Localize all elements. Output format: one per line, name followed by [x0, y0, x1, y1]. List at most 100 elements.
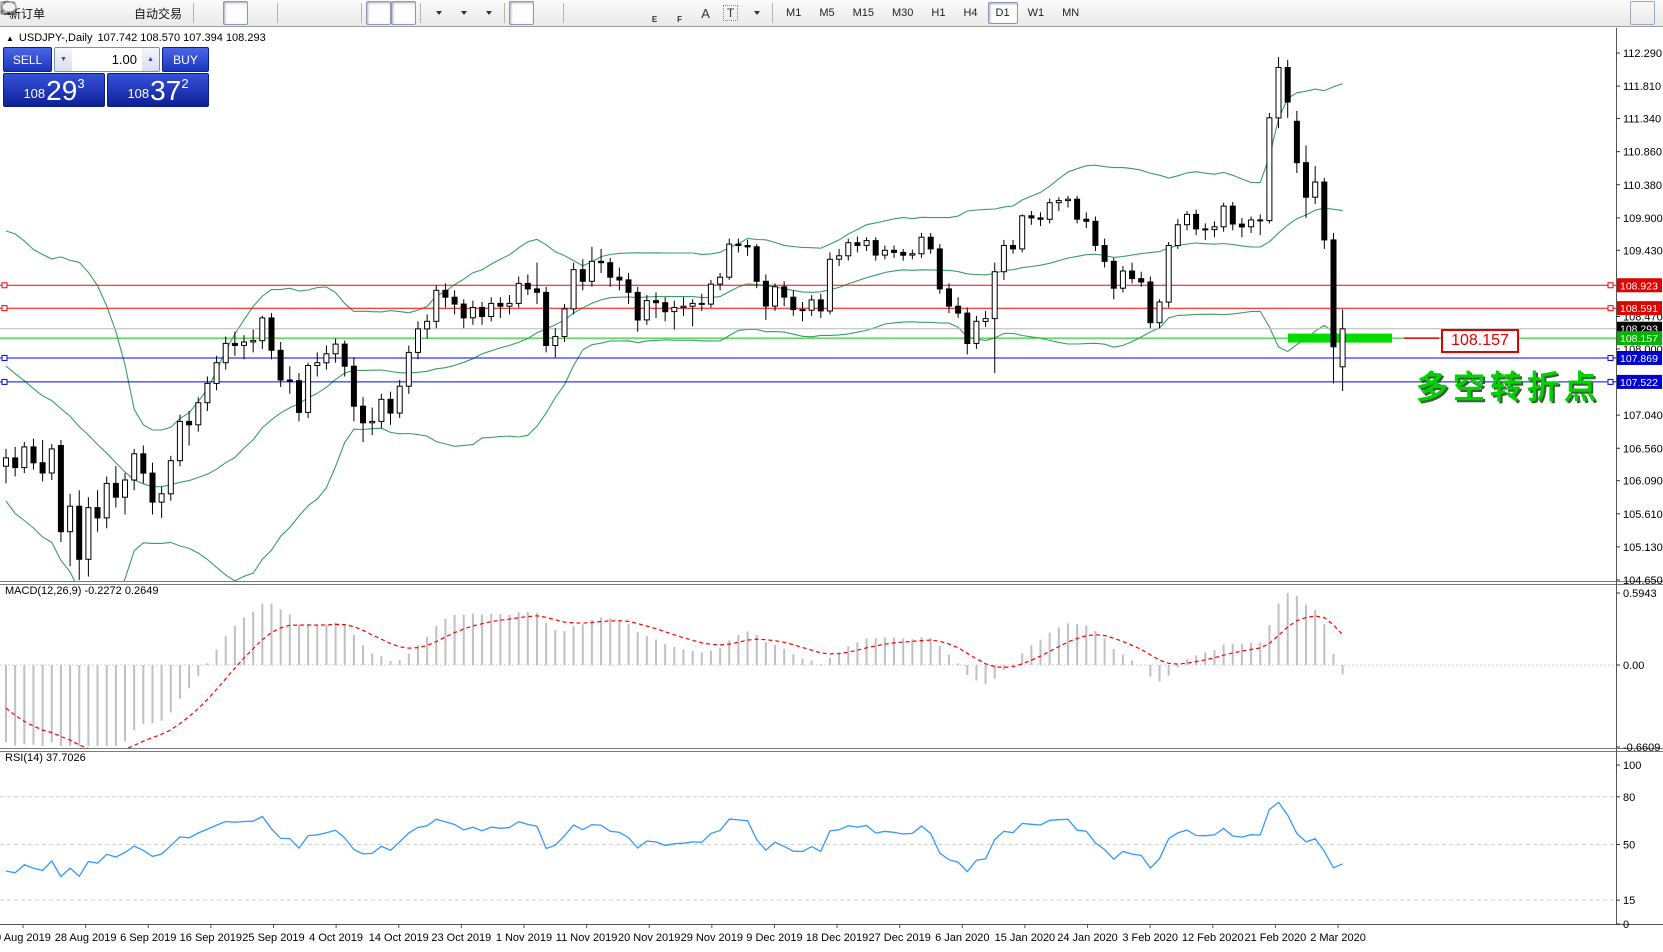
horizontal-lines[interactable] [0, 282, 1616, 385]
timeframe-button-MN[interactable]: MN [1062, 7, 1080, 19]
chart-shift-button[interactable] [1, 1, 392, 25]
svg-text:104.650: 104.650 [1623, 575, 1663, 587]
periods-button[interactable] [1, 1, 475, 25]
main-toolbar: 新订单 自动交易 [0, 0, 1663, 27]
symbol-ohlc: 107.742 108.570 107.394 108.293 [97, 32, 266, 44]
timeframe-button-W1[interactable]: W1 [1027, 7, 1045, 19]
timeframe-button-D1[interactable]: D1 [987, 2, 1018, 24]
buy-price-big: 37 [150, 75, 182, 106]
collapse-icon[interactable]: ▲ [6, 33, 14, 43]
zoom-in-button[interactable] [1, 1, 307, 25]
timeframe-button-H1[interactable]: H1 [931, 7, 946, 19]
timeframe-button-M5[interactable]: M5 [819, 7, 835, 19]
volume-input[interactable] [72, 48, 142, 71]
svg-text:6 Sep 2019: 6 Sep 2019 [120, 932, 176, 944]
zoom-out-button[interactable] [1, 1, 332, 25]
auto-scroll-button[interactable] [1, 1, 417, 25]
timeframe-button-M15[interactable]: M15 [852, 7, 874, 19]
candles-layer [3, 57, 1346, 580]
volume-decrease-button[interactable]: ▼ [55, 48, 72, 71]
timeframe-button-H4[interactable]: H4 [963, 7, 978, 19]
turning-point-annotation[interactable]: 多空转折点 [1416, 369, 1602, 405]
svg-text:111.810: 111.810 [1623, 81, 1661, 93]
svg-text:21 Feb 2020: 21 Feb 2020 [1245, 932, 1307, 944]
timeframe-group: M1 M5 M15 M30 H1 H4 D1 W1 MN [777, 2, 1088, 24]
horizontal-line-tool-button[interactable] [1, 1, 618, 25]
auto-trading-button[interactable]: 自动交易 [1, 1, 189, 25]
svg-text:0.00: 0.00 [1623, 660, 1644, 672]
svg-text:0: 0 [1623, 919, 1629, 931]
bar-chart-button[interactable] [2, 1, 223, 25]
price-badge [1617, 278, 1662, 293]
search-button[interactable] [1, 1, 1630, 25]
hline-handle[interactable] [1, 378, 8, 385]
tile-windows-button[interactable] [1, 1, 357, 25]
date-axis[interactable]: 9 Aug 2019 28 Aug 2019 6 Sep 2019 16 Sep 20… [0, 924, 1366, 944]
svg-text:110.380: 110.380 [1623, 180, 1662, 192]
svg-text:105.130: 105.130 [1623, 542, 1663, 554]
rsi-axis: 100 80 50 15 0 [1616, 760, 1641, 931]
new-order-label: 新订单 [9, 6, 46, 21]
cursor-tool-button[interactable] [4, 1, 535, 25]
volume-increase-button[interactable]: ▲ [142, 48, 159, 71]
channel-letter: E [651, 15, 658, 24]
buy-button[interactable]: BUY [162, 47, 209, 72]
svg-text:108.591: 108.591 [1620, 303, 1658, 315]
svg-text:106.090: 106.090 [1623, 476, 1663, 488]
new-chart-button[interactable] [0, 1, 102, 25]
buy-price-display[interactable]: 108 37 2 [107, 73, 209, 107]
svg-text:100: 100 [1623, 760, 1641, 772]
svg-text:107.869: 107.869 [1620, 353, 1658, 365]
fibonacci-tool-button[interactable]: F [2, 1, 693, 25]
svg-text:6 Jan 2020: 6 Jan 2020 [935, 932, 989, 944]
svg-text:18 Dec 2019: 18 Dec 2019 [806, 932, 868, 944]
hline-handle[interactable] [1, 305, 8, 312]
price-axis[interactable]: 112.290 111.810 111.340 110.860 110.380 109.9… [1616, 48, 1663, 587]
text-tool-button[interactable]: A [693, 1, 718, 25]
line-chart-button[interactable] [0, 1, 273, 25]
svg-text:9 Dec 2019: 9 Dec 2019 [746, 932, 802, 944]
indicators-button[interactable] [0, 1, 450, 25]
fibonacci-letter: F [677, 15, 682, 24]
hline-handle[interactable] [1607, 354, 1614, 361]
svg-text:16 Sep 2019: 16 Sep 2019 [180, 932, 242, 944]
vertical-line-tool-button[interactable] [7, 1, 593, 25]
candlestick-chart-button[interactable] [2, 1, 249, 25]
svg-text:108.923: 108.923 [1620, 280, 1658, 292]
svg-text:106.560: 106.560 [1623, 443, 1663, 455]
sell-price-prefix: 108 [23, 86, 46, 101]
indicators-dropdown-caret [436, 11, 443, 15]
svg-text:25 Sep 2019: 25 Sep 2019 [242, 932, 304, 944]
timeframe-button-M1[interactable]: M1 [786, 7, 802, 19]
sell-price-display[interactable]: 108 29 3 [3, 73, 105, 107]
macd-axis: 0.5943 0.00 -0.6609 [1616, 588, 1660, 754]
trendline-tool-button[interactable] [1, 1, 643, 25]
hline-handle[interactable] [1, 282, 8, 289]
label-tool-button[interactable]: T [718, 1, 743, 25]
svg-text:110.860: 110.860 [1623, 147, 1662, 159]
symbol-title: USDJPY-,Daily [18, 32, 93, 44]
templates-button[interactable] [0, 1, 500, 25]
charts-bar-button[interactable] [2, 1, 77, 25]
channel-tool-button[interactable]: E [0, 1, 668, 25]
chat-button[interactable] [1, 1, 1655, 25]
svg-text:28 Aug 2019: 28 Aug 2019 [55, 932, 117, 944]
hline-handle[interactable] [1607, 378, 1614, 385]
label-tool-icon: T [722, 5, 739, 21]
hline-handle[interactable] [1, 354, 8, 361]
arrows-tool-button[interactable] [2, 1, 768, 25]
timeframe-button-M30[interactable]: M30 [892, 7, 914, 19]
market-watch-button[interactable] [1, 1, 127, 25]
macd-label: MACD(12,26,9) -0.2272 0.2649 [5, 585, 159, 597]
svg-text:27 Dec 2019: 27 Dec 2019 [868, 932, 930, 944]
sell-button[interactable]: SELL [3, 47, 52, 72]
hline-handle[interactable] [1607, 305, 1614, 312]
svg-text:12 Feb 2020: 12 Feb 2020 [1182, 932, 1244, 944]
price-callout-label[interactable]: 108.157 [1441, 329, 1519, 353]
hline-handle[interactable] [1607, 282, 1614, 289]
rsi-panel [0, 796, 1616, 901]
svg-text:107.522: 107.522 [1620, 377, 1658, 389]
crosshair-tool-button[interactable] [1, 1, 559, 25]
